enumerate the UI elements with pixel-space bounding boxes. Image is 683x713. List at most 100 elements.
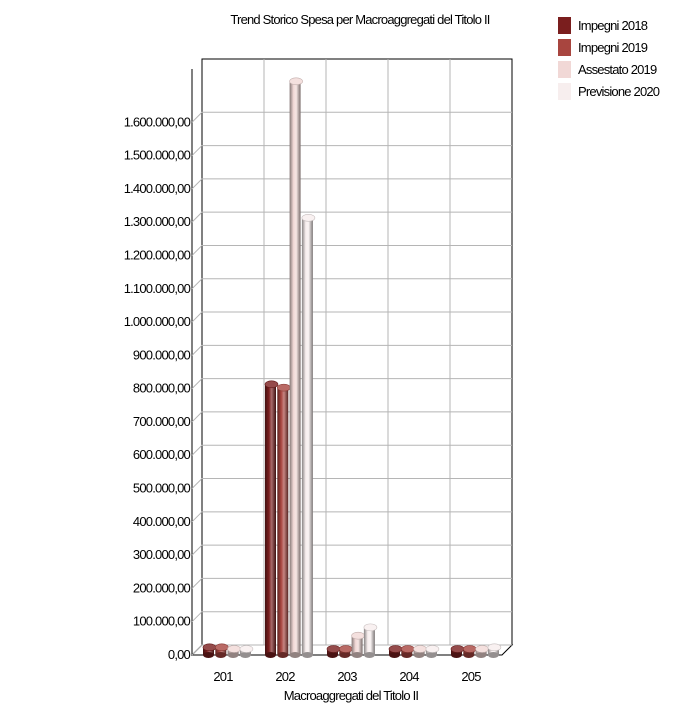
bars [202, 77, 502, 658]
bar-top [239, 645, 254, 653]
bar [351, 631, 365, 658]
bar-base [215, 652, 227, 658]
bar-top [487, 643, 502, 652]
bar [202, 643, 217, 658]
legend-swatch [558, 61, 571, 78]
y-tick-label: 1.400.000,00 [124, 181, 191, 196]
bar [363, 623, 378, 658]
legend-item: Assestato 2019 [558, 61, 658, 78]
bar-base [389, 652, 400, 658]
bar [400, 645, 415, 658]
bar-top [450, 645, 465, 653]
gridline-horizontal [191, 311, 512, 323]
x-tick-label: 201 [213, 669, 233, 684]
y-tick-label: 600.000,00 [133, 447, 191, 462]
bar-base [277, 652, 289, 658]
legend: Impegni 2018 Impegni 2019 Assestato 2019 Pr… [558, 17, 661, 100]
bar [289, 77, 303, 658]
bar [264, 380, 279, 658]
plot-background [190, 58, 514, 656]
bar [215, 643, 229, 658]
bar [487, 643, 502, 658]
x-tick-label: 203 [337, 669, 357, 684]
bar-base [327, 652, 338, 658]
y-tick-label: 100.000,00 [133, 614, 191, 629]
bar-top [202, 643, 217, 652]
bar-base [239, 652, 251, 658]
y-tick-label: 0,00 [168, 647, 191, 662]
gridline-horizontal [191, 544, 512, 556]
bar-body [203, 648, 214, 655]
bar [239, 645, 254, 658]
bar [413, 645, 427, 658]
bar-base [487, 652, 499, 658]
legend-swatch [558, 17, 571, 34]
bar [326, 645, 341, 658]
gridline-horizontal [191, 478, 512, 489]
chart-title: Trend Storico Spesa per Macroaggregati d… [230, 12, 489, 27]
bar [475, 645, 489, 658]
y-tick-label: 400.000,00 [133, 514, 191, 529]
bar-top [326, 645, 341, 653]
legend-item: Impegni 2018 [558, 17, 649, 34]
legend-label: Impegni 2018 [578, 18, 648, 33]
y-axis-ticks: 0,00 100.000,00 200.000,00 300.000,00 400.00… [124, 114, 192, 662]
bar-top [301, 214, 316, 222]
bar-top [227, 645, 241, 653]
y-tick-label: 900.000,00 [133, 347, 191, 362]
bar [450, 645, 465, 658]
bar-base [289, 652, 301, 658]
bar [227, 645, 241, 658]
x-tick-label: 202 [275, 669, 295, 684]
gridline-horizontal [191, 344, 512, 356]
gridline-horizontal [191, 111, 512, 123]
gridline-horizontal [191, 511, 512, 523]
bar [338, 645, 353, 658]
bar-body [265, 385, 276, 655]
legend-item: Previsione 2020 [558, 83, 661, 100]
bar-top [388, 645, 403, 653]
gridline-horizontal [191, 145, 512, 156]
bar-base [203, 652, 214, 658]
gridlines [191, 59, 512, 656]
legend-item: Impegni 2019 [558, 39, 649, 56]
y-tick-label: 200.000,00 [133, 580, 191, 595]
y-tick-label: 1.600.000,00 [124, 114, 191, 129]
bar-base [413, 652, 425, 658]
y-tick-label: 800.000,00 [133, 381, 191, 396]
x-axis-label: Macroaggregati del Titolo II [284, 688, 419, 703]
y-tick-label: 1.000.000,00 [124, 314, 191, 329]
bar-top [351, 631, 365, 640]
bar-base [363, 652, 375, 658]
legend-swatch [558, 39, 571, 56]
gridline-horizontal [191, 278, 512, 290]
bar-body [289, 82, 301, 656]
bar-top [363, 623, 378, 632]
bar-base [475, 652, 487, 658]
bar-body [487, 648, 499, 655]
x-axis-ticks: 201 202 203 204 205 [213, 669, 482, 684]
bar [301, 214, 316, 658]
bar-top [400, 645, 415, 653]
gridline-horizontal [191, 244, 512, 256]
legend-label: Assestato 2019 [578, 62, 657, 77]
bar-base [451, 652, 462, 658]
bar-body [215, 648, 227, 655]
gridline-horizontal [191, 444, 512, 456]
bar-body [363, 628, 375, 655]
bar-top [264, 380, 279, 389]
bar-top [413, 645, 427, 653]
x-tick-label: 204 [399, 669, 419, 684]
bar-body [351, 636, 363, 655]
bar [276, 383, 291, 658]
bar-base [351, 652, 363, 658]
y-tick-label: 1.200.000,00 [124, 247, 191, 262]
bar-top [289, 77, 303, 86]
bar-body [277, 388, 289, 655]
legend-label: Impegni 2019 [578, 40, 648, 55]
bar-base [227, 652, 239, 658]
gridline-horizontal [191, 411, 512, 423]
bar-base [463, 652, 475, 658]
bar-top [462, 645, 477, 653]
